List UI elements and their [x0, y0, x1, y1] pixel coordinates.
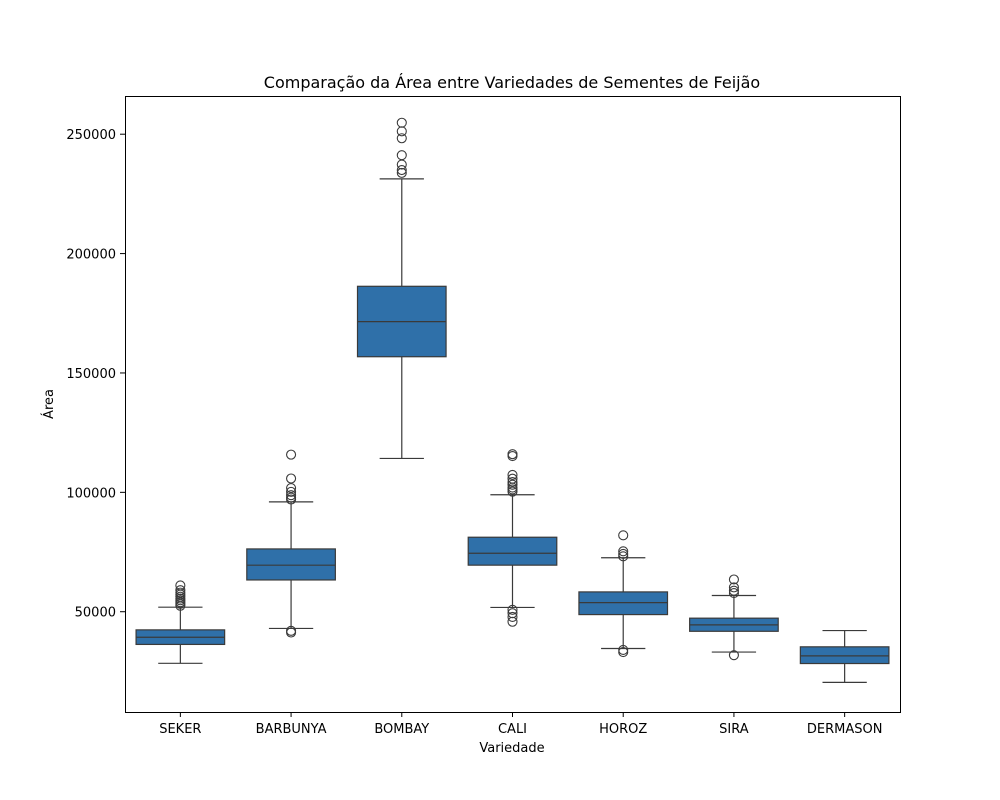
outlier-point: [396, 150, 407, 161]
x-axis: SEKER BARBUNYA BOMBAY CALI HOROZ SIRA DERMASON: [159, 712, 882, 737]
outlier-point: [396, 126, 407, 137]
outlier-point: [507, 479, 518, 490]
outlier-point: [175, 587, 186, 598]
chart-title: Comparação da Área entre Variedades de S…: [264, 73, 760, 92]
outlier-point: [728, 582, 739, 593]
outlier-point: [728, 585, 739, 596]
box-group-horoz: [578, 530, 669, 658]
plot-frame: [125, 96, 901, 713]
outlier-point: [396, 167, 407, 178]
outlier-point: [286, 492, 297, 503]
outlier-point: [286, 486, 297, 497]
plot-marks: [135, 117, 890, 683]
y-tick-label: 50000: [75, 606, 116, 621]
outlier-point: [507, 450, 518, 462]
outlier-point: [286, 490, 297, 501]
outlier-point: [618, 546, 629, 557]
y-tick-label: 150000: [66, 367, 116, 382]
box-group-sira: [689, 574, 779, 661]
outlier-point: [507, 449, 518, 460]
x-tick-label: SIRA: [719, 722, 749, 737]
iqr-box: [799, 646, 890, 665]
outlier-point: [396, 164, 407, 176]
outlier-point: [396, 117, 407, 128]
outlier-point: [396, 133, 407, 144]
outlier-point: [618, 530, 629, 541]
box-group-bombay: [356, 117, 447, 460]
outlier-point: [175, 585, 186, 596]
outlier-point: [286, 625, 297, 636]
y-tick-label: 250000: [66, 128, 116, 143]
outlier-point: [286, 482, 297, 494]
outlier-point: [507, 611, 518, 623]
outlier-point: [396, 159, 407, 170]
outlier-point: [728, 650, 739, 661]
y-axis-label: Área: [41, 389, 57, 419]
box-group-barbunya: [246, 449, 336, 638]
outlier-point: [728, 574, 739, 585]
x-tick-label: SEKER: [159, 722, 201, 737]
outlier-point: [286, 473, 297, 484]
outlier-point: [175, 580, 186, 591]
x-axis-label: Variedade: [479, 741, 544, 756]
x-tick-label: BOMBAY: [374, 722, 429, 737]
outlier-point: [507, 477, 518, 488]
outlier-point: [286, 449, 297, 460]
y-tick-label: 200000: [66, 248, 116, 263]
box-group-seker: [135, 580, 226, 664]
x-tick-label: BARBUNYA: [256, 722, 327, 737]
outlier-point: [728, 588, 739, 599]
box-group-cali: [467, 449, 558, 627]
outlier-point: [507, 604, 518, 615]
y-axis: 50000 100000 150000 200000 250000: [66, 128, 125, 621]
iqr-box: [246, 548, 336, 581]
box-group-dermason: [799, 629, 890, 683]
outlier-point: [507, 473, 518, 484]
outlier-point: [507, 469, 518, 480]
outlier-point: [618, 548, 629, 559]
outlier-point: [507, 608, 518, 619]
y-tick-label: 100000: [66, 486, 116, 501]
outlier-point: [618, 551, 629, 562]
x-tick-label: CALI: [498, 722, 527, 737]
iqr-box: [467, 536, 558, 566]
x-tick-label: HOROZ: [599, 722, 647, 737]
outlier-point: [618, 644, 629, 655]
x-tick-label: DERMASON: [807, 722, 883, 737]
